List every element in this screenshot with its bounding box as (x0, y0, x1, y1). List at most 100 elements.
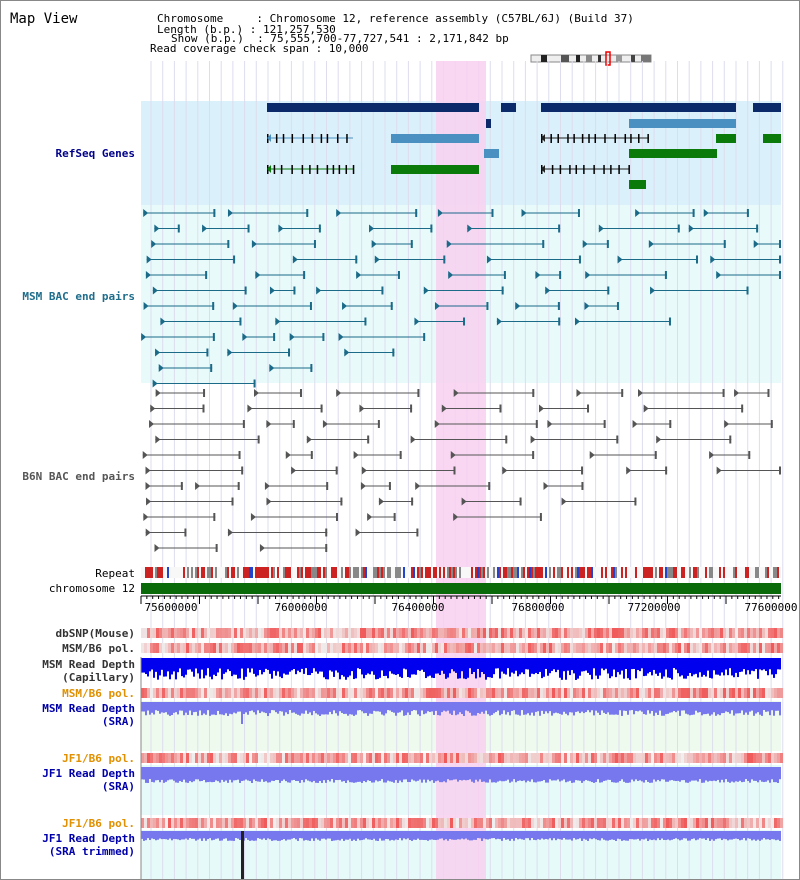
repeat-element (343, 567, 345, 578)
read-depth-bar (481, 767, 483, 782)
read-depth-bar (225, 831, 227, 839)
gene-feature (716, 134, 736, 143)
bac-end-marker (606, 240, 609, 248)
bac-end-marker (310, 451, 313, 459)
read-depth-bar (639, 831, 641, 841)
polymorphism-cell (585, 643, 588, 653)
polymorphism-cell (492, 753, 495, 763)
read-depth-bar (509, 658, 511, 677)
read-depth-bar (583, 767, 585, 782)
repeat-element (385, 567, 387, 578)
bac-end-marker (557, 302, 560, 310)
track-label-b6n-bac[interactable]: B6N BAC end pairs (22, 470, 135, 483)
polymorphism-cell (324, 688, 327, 698)
read-depth-bar (217, 658, 219, 673)
polymorphism-cell (324, 643, 327, 653)
read-depth-bar (527, 831, 529, 839)
polymorphism-cell (348, 643, 351, 653)
bac-end-marker (416, 528, 419, 537)
polymorphism-cell (210, 643, 213, 653)
read-depth-bar (167, 702, 169, 715)
repeat-element (745, 567, 747, 578)
read-depth-bar (353, 702, 355, 716)
polymorphism-cell (165, 753, 168, 763)
bac-end-marker (399, 451, 402, 459)
polymorphism-cell (360, 753, 363, 763)
polymorphism-cell (489, 643, 492, 653)
read-depth-bar (725, 702, 727, 712)
repeat-element (445, 567, 447, 578)
bac-end-marker (415, 482, 421, 490)
read-depth-bar (763, 658, 765, 670)
read-depth-bar (199, 767, 201, 782)
track-label-msm-b6-pol-2[interactable]: MSM/B6 pol. (62, 687, 135, 700)
polymorphism-cell (723, 688, 726, 698)
polymorphism-cell (699, 753, 702, 763)
read-depth-bar (281, 831, 283, 840)
read-depth-bar (433, 831, 435, 840)
polymorphism-cell (144, 628, 147, 638)
read-depth-bar (169, 767, 171, 780)
read-depth-bar (591, 658, 593, 680)
polymorphism-cell (597, 818, 600, 828)
polymorphism-cell (207, 688, 210, 698)
bac-end-marker (146, 255, 152, 264)
read-depth-bar (331, 658, 333, 672)
polymorphism-cell (147, 688, 150, 698)
read-depth-bar (771, 831, 773, 840)
read-depth-bar (189, 702, 191, 711)
track-label-msm-bac[interactable]: MSM BAC end pairs (22, 290, 135, 303)
track-label-msm-b6-pol-1[interactable]: MSM/B6 pol. (62, 642, 135, 655)
polymorphism-cell (576, 753, 579, 763)
bac-end-marker (233, 255, 236, 264)
repeat-element (709, 567, 711, 578)
read-depth-bar (319, 658, 321, 672)
polymorphism-cell (528, 628, 531, 638)
repeat-element (463, 567, 465, 578)
read-depth-bar (261, 658, 263, 675)
polymorphism-cell (204, 818, 207, 828)
polymorphism-cell (774, 628, 777, 638)
polymorphism-cell (438, 818, 441, 828)
read-depth-bar (437, 658, 439, 674)
read-depth-bar (143, 831, 145, 841)
read-depth-bar (643, 767, 645, 783)
polymorphism-cell (144, 688, 147, 698)
gene-feature (391, 134, 479, 143)
read-depth-bar (417, 767, 419, 781)
read-depth-bar (163, 767, 165, 783)
polymorphism-cell (438, 753, 441, 763)
polymorphism-cell (420, 818, 423, 828)
track-label-msm-depth-cap[interactable]: MSM Read Depth (42, 658, 135, 671)
polymorphism-cell (663, 628, 666, 638)
track-label-jf1-b6-pol-1[interactable]: JF1/B6 pol. (62, 752, 135, 765)
polymorphism-cell (702, 628, 705, 638)
read-depth-bar (457, 702, 459, 715)
track-label-jf1-depth-trim[interactable]: JF1 Read Depth (42, 832, 135, 845)
polymorphism-cell (498, 643, 501, 653)
read-depth-bar (589, 658, 591, 675)
read-depth-bar (541, 767, 543, 782)
polymorphism-cell (765, 818, 768, 828)
bac-end-marker (584, 302, 590, 310)
read-depth-bar (587, 658, 589, 673)
track-label-jf1-depth-sra[interactable]: JF1 Read Depth (42, 767, 135, 780)
read-depth-bar (725, 767, 727, 780)
track-label-jf1-b6-pol-2[interactable]: JF1/B6 pol. (62, 817, 135, 830)
track-label-refseq[interactable]: RefSeq Genes (55, 147, 135, 160)
polymorphism-cell (684, 688, 687, 698)
read-depth-bar (567, 658, 569, 671)
polymorphism-cell (678, 753, 681, 763)
track-label-dbsnp[interactable]: dbSNP(Mouse) (55, 627, 135, 640)
polymorphism-cell (450, 628, 453, 638)
track-label-msm-depth-sra[interactable]: MSM Read Depth (42, 702, 135, 715)
read-depth-bar (679, 702, 681, 716)
repeat-element (507, 567, 509, 578)
read-depth-bar (169, 658, 171, 680)
read-depth-bar (539, 702, 541, 716)
read-depth-bar (153, 702, 155, 715)
bac-end-marker (266, 420, 272, 428)
read-depth-bar (659, 658, 661, 673)
read-depth-bar (545, 831, 547, 839)
